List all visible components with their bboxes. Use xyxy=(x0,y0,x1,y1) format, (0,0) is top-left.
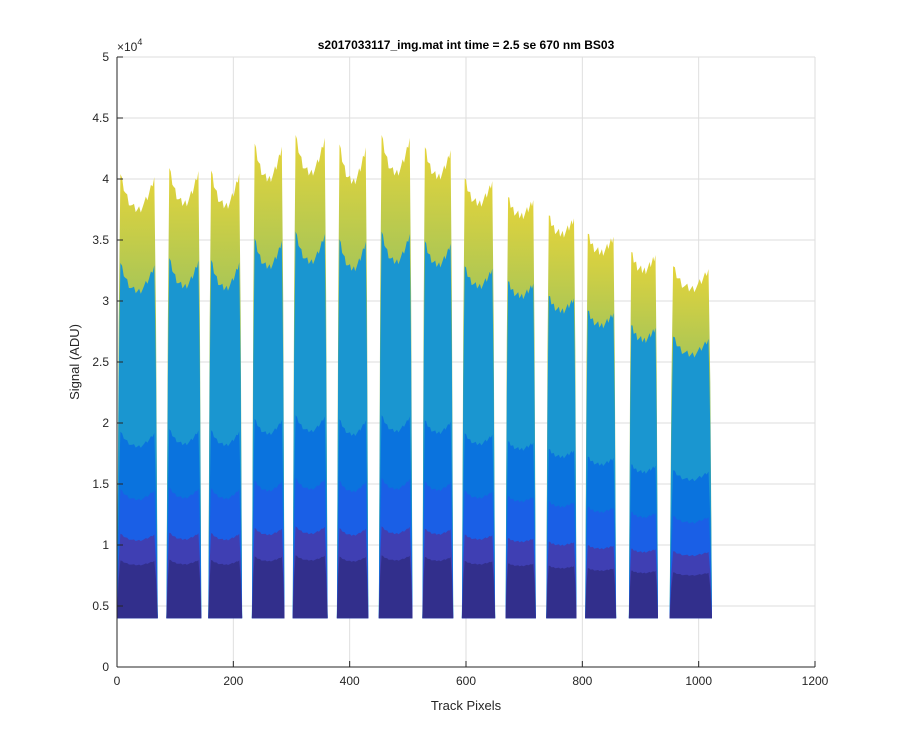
band-0-layer-5 xyxy=(117,560,158,619)
band-10-layer-5 xyxy=(546,565,577,619)
x-tick-label: 800 xyxy=(572,674,592,688)
band-12-layer-5 xyxy=(628,570,658,619)
x-tick-label: 200 xyxy=(223,674,243,688)
band-9-layer-5 xyxy=(505,563,536,619)
band-2-layer-5 xyxy=(208,560,243,619)
y-axis-label: Signal (ADU) xyxy=(67,324,82,400)
y-tick-label: 1 xyxy=(102,538,109,552)
x-tick-label: 1200 xyxy=(802,674,829,688)
y-tick-label: 4 xyxy=(102,172,109,186)
x-tick-label: 600 xyxy=(456,674,476,688)
chart-title: s2017033117_img.mat int time = 2.5 se 67… xyxy=(318,38,615,52)
data-series xyxy=(117,135,712,619)
band-5-layer-5 xyxy=(336,556,369,619)
band-1-layer-5 xyxy=(166,559,202,619)
axes: 0 200 400 600 800 1000 1200 0 0.5 1 1.5 2 2.5 3 3.5 4 4.… xyxy=(92,50,828,688)
y-tick-label: 2 xyxy=(102,416,109,430)
y-tick-label: 2.5 xyxy=(92,355,109,369)
y-tick-label: 1.5 xyxy=(92,477,109,491)
band-6-layer-5 xyxy=(378,555,413,619)
band-8-layer-5 xyxy=(461,561,496,619)
band-4-layer-5 xyxy=(292,555,328,619)
y-tick-label: 0 xyxy=(102,660,109,674)
y-tick-label: 5 xyxy=(102,50,109,64)
band-11-layer-5 xyxy=(585,568,617,619)
y-exponent-base: ×10 xyxy=(117,40,138,54)
y-tick-label: 0.5 xyxy=(92,599,109,613)
band-7-layer-5 xyxy=(422,557,454,619)
y-tick-label: 4.5 xyxy=(92,111,109,125)
y-exponent-power: 4 xyxy=(137,37,142,47)
x-tick-label: 1000 xyxy=(685,674,712,688)
x-axis-label: Track Pixels xyxy=(431,698,502,713)
y-tick-label: 3 xyxy=(102,294,109,308)
band-13-layer-5 xyxy=(669,572,712,619)
y-axis-exponent: ×104 xyxy=(117,37,142,54)
y-tick-label: 3.5 xyxy=(92,233,109,247)
series-layer-5 xyxy=(117,555,712,619)
band-3-layer-5 xyxy=(251,556,285,619)
x-tick-label: 0 xyxy=(114,674,121,688)
x-tick-label: 400 xyxy=(340,674,360,688)
